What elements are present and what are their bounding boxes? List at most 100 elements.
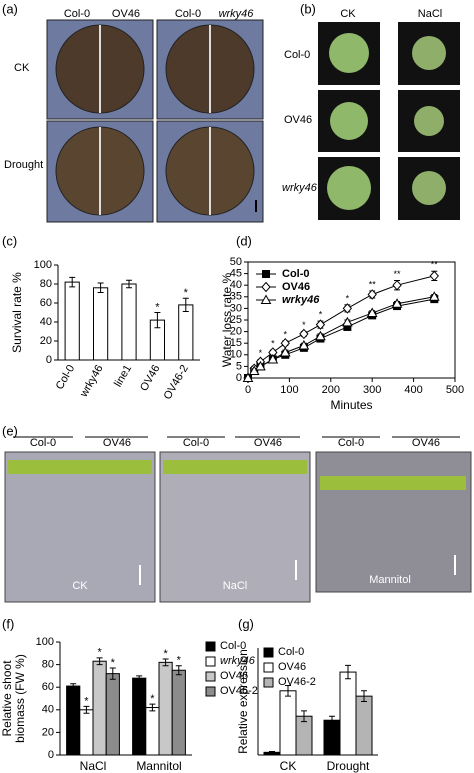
x-tick-label: 100 [280,384,298,396]
x-tick-label: 0 [245,384,251,396]
marker [367,289,377,300]
significance: ** [394,269,402,279]
error-bar [126,279,132,289]
plate-header: OV46 [103,437,131,449]
bar [145,707,160,756]
bar [105,673,120,756]
bar [121,283,137,361]
photo-grid [46,19,264,223]
significance: ** [369,279,377,289]
y-axis-label: biomass (FW %) [13,654,27,743]
y-axis-label: Relative shoot [0,660,14,737]
bar [66,685,81,756]
y-tick-label: 80 [40,278,52,290]
y-tick-label: 5 [236,360,242,372]
marker [342,303,353,314]
bar [339,671,357,756]
column-header: CK [340,8,356,20]
legend-swatch [205,671,216,682]
x-tick-label: CK [280,759,297,773]
y-tick-label: 35 [230,291,242,303]
row-label: Drought [4,159,43,171]
error-bar [361,690,367,702]
plate-header: Col-0 [338,437,364,449]
error-bar [175,665,182,676]
marker [248,365,260,376]
column-header: OV46 [112,8,140,20]
column-header: Col-0 [175,8,201,20]
y-tick-label: 40 [40,316,52,328]
marker [298,340,310,350]
bar [92,660,107,756]
bar [93,287,109,361]
significance: * [111,657,116,669]
y-tick-label: 0 [48,749,54,761]
bar [171,669,186,756]
error-bar [162,658,169,667]
error-bar [345,664,351,680]
legend-label: OV46 [220,670,248,682]
legend-swatch [205,656,216,667]
significance: * [150,693,155,705]
plate-header: OV46 [254,437,282,449]
x-tick-label: line1 [112,363,134,389]
error-bar [69,276,76,288]
x-tick-label: Col-0 [54,363,78,392]
marker [315,330,326,341]
row-label: Col-0 [284,49,310,61]
y-tick-label: 45 [230,268,242,280]
significance: * [97,647,102,659]
panel-label: (d) [236,233,252,248]
error-bar [149,703,156,712]
row-label: wrky46 [282,182,318,194]
significance: * [302,320,306,330]
significance: * [346,293,350,303]
plate-label: Mannitol [369,574,411,586]
bar [158,661,173,756]
marker [242,372,254,382]
plates [4,436,472,603]
significance: * [284,329,288,339]
legend-label: Col-0 [220,640,246,652]
legend-swatch [205,686,216,697]
marker [428,291,440,301]
y-tick-label: 20 [230,326,242,338]
bar [355,695,373,756]
significance: * [84,695,89,707]
y-tick-label: 80 [42,659,54,671]
panel-label: (c) [2,233,17,248]
y-tick-label: 100 [36,636,54,648]
legend-label: OV46 [282,281,310,293]
marker [391,298,403,308]
error-bar [285,684,291,697]
error-bar [301,710,307,723]
column-header: wrky46 [219,8,255,20]
y-tick-label: 20 [40,335,52,347]
bar [64,281,80,361]
panel-label: (g) [238,616,254,631]
y-tick-label: 0 [236,372,242,384]
marker [392,279,402,291]
legend-marker [260,294,272,304]
y-axis-label: Survival rate % [10,272,24,353]
series-line [247,298,435,379]
y-tick-label: 30 [230,302,242,314]
significance: * [184,287,189,299]
legend-label: Col-0 [278,646,304,658]
y-axis-label: Relative expression [236,649,250,754]
legend-label: OV46-2 [220,685,258,697]
error-bar [97,282,104,294]
significance: * [155,301,160,313]
error-bar [154,312,161,329]
marker [299,328,309,340]
error-bar [136,675,143,681]
significance: * [177,655,182,667]
significance: * [271,339,275,349]
plate-header: Col-0 [30,437,56,449]
x-tick-label: 400 [404,384,422,396]
significance: * [259,348,263,358]
y-tick-label: 40 [230,279,242,291]
bar [178,304,194,361]
row-label: CK [14,62,30,74]
